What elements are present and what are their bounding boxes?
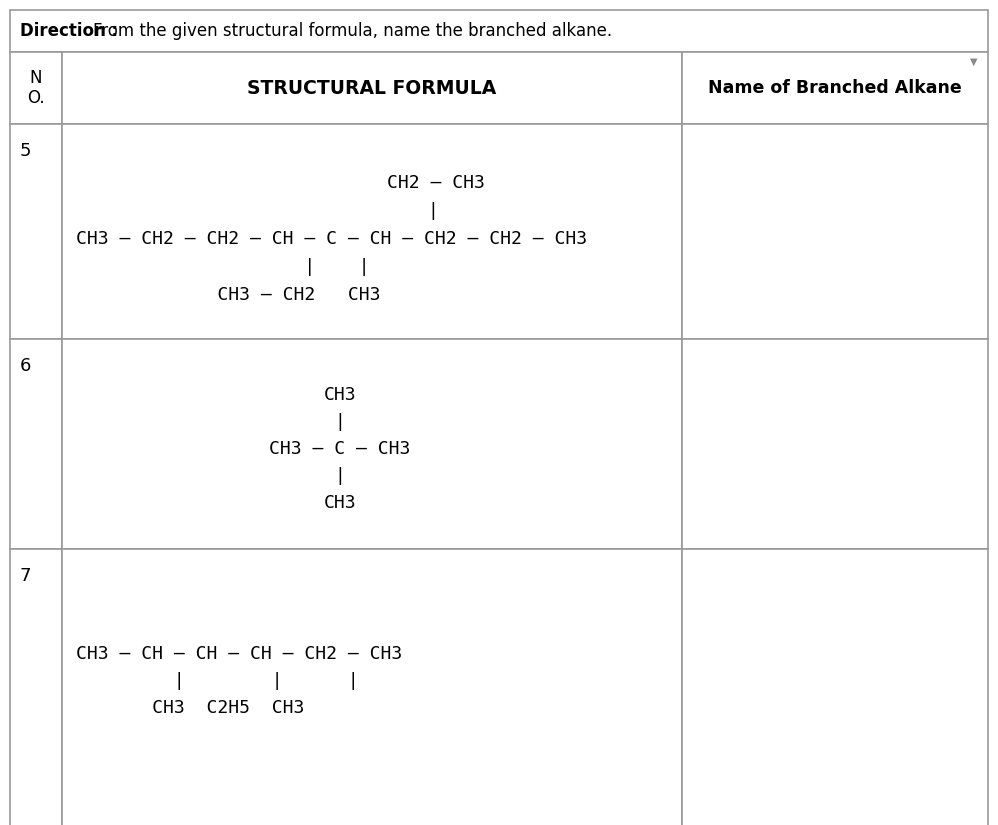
Text: N
O.: N O. [27, 68, 45, 107]
Text: STRUCTURAL FORMULA: STRUCTURAL FORMULA [248, 78, 497, 97]
Bar [10, 52, 62, 124]
Text: 6: 6 [20, 357, 31, 375]
Text: CH2 – CH3: CH2 – CH3 [387, 174, 485, 192]
Text: ▼: ▼ [970, 57, 978, 67]
Text: CH3: CH3 [323, 494, 356, 512]
Bar [10, 10, 988, 52]
Text: |: | [427, 202, 438, 220]
Bar [62, 124, 682, 339]
Text: Direction :: Direction : [20, 22, 124, 40]
Text: |: | [334, 413, 345, 431]
Text: From the given structural formula, name the branched alkane.: From the given structural formula, name … [93, 22, 612, 40]
Text: 7: 7 [20, 567, 32, 585]
Bar [10, 339, 62, 549]
Text: |: | [334, 467, 345, 485]
Bar [682, 52, 988, 124]
Bar [62, 52, 682, 124]
Text: |        |      |: | | | [76, 672, 358, 690]
Bar [682, 549, 988, 825]
Text: Name of Branched Alkane: Name of Branched Alkane [709, 79, 962, 97]
Bar [10, 124, 62, 339]
Bar [682, 124, 988, 339]
Text: 5: 5 [20, 142, 32, 160]
Bar [10, 549, 62, 825]
Bar [62, 339, 682, 549]
Text: CH3 – CH2   CH3: CH3 – CH2 CH3 [76, 286, 380, 304]
Text: CH3: CH3 [323, 386, 356, 404]
Text: CH3 – CH2 – CH2 – CH – C – CH – CH2 – CH2 – CH3: CH3 – CH2 – CH2 – CH – C – CH – CH2 – CH… [76, 230, 587, 248]
Text: CH3  C2H5  CH3: CH3 C2H5 CH3 [76, 699, 304, 717]
Bar [62, 549, 682, 825]
Text: CH3 – C – CH3: CH3 – C – CH3 [269, 440, 411, 458]
Bar [682, 339, 988, 549]
Text: CH3 – CH – CH – CH – CH2 – CH3: CH3 – CH – CH – CH – CH2 – CH3 [76, 645, 402, 663]
Text: |    |: | | [76, 258, 369, 276]
